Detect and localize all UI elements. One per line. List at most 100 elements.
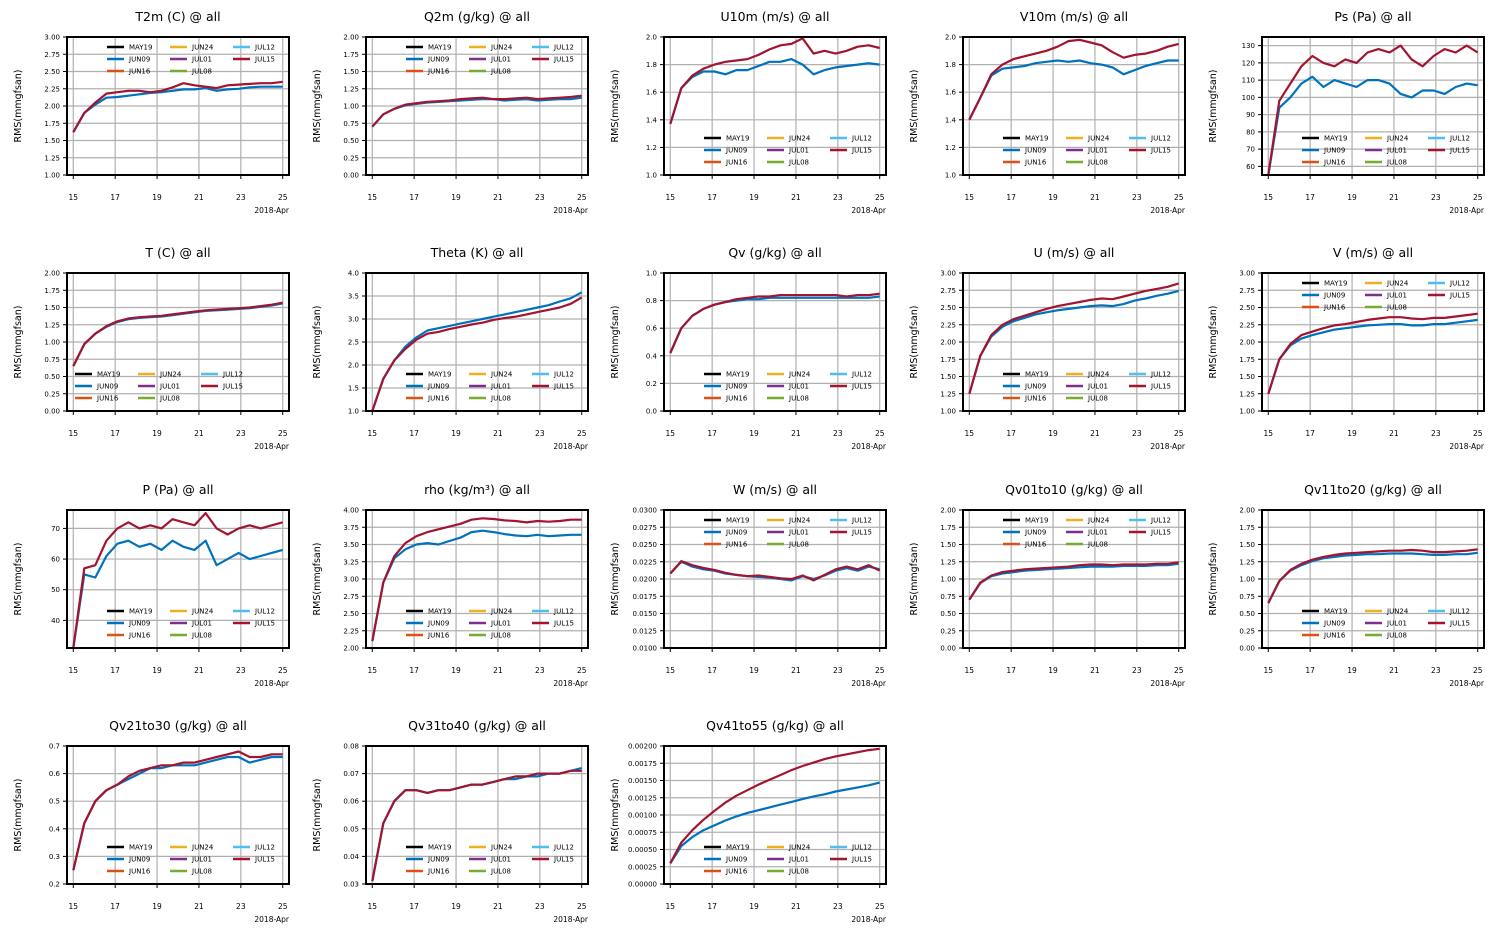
x-tick-label: 25 (1473, 193, 1483, 202)
series-line-jul15 (968, 282, 1180, 395)
series-line-jul15 (968, 561, 1179, 601)
legend-label: MAY19 (428, 371, 451, 379)
y-tick-label: 50 (51, 586, 60, 594)
x-tick-label: 25 (577, 666, 587, 675)
legend-label: MAY19 (428, 608, 451, 616)
subplot: rho (kg/m³) @ all 15 17 19 21 23 25 2.00 2.25 2.5… (312, 482, 589, 688)
legend-label: JUL15 (1449, 292, 1470, 300)
legend-label: JUL12 (1449, 280, 1470, 288)
legend: MAY19 JUN09 JUN16 JUN24 JUL01 JUL08 JUL12 JUL15 (107, 844, 275, 876)
y-axis-label: RMS(mmgfsan) (312, 779, 323, 852)
x-date-label: 2018-Apr (254, 206, 290, 215)
plot-frame (365, 509, 589, 649)
y-tick-label: 1.0 (945, 172, 956, 180)
y-tick-label: 0.50 (940, 610, 956, 618)
x-tick-label: 19 (749, 429, 759, 438)
y-axis-label: RMS(mmgfsan) (13, 306, 24, 379)
y-tick-label: 2.50 (1239, 304, 1255, 312)
plot-frame (66, 745, 290, 885)
y-tick-label: 3.00 (1239, 270, 1255, 278)
legend-label: JUL15 (851, 383, 872, 391)
legend-label: MAY19 (1324, 280, 1347, 288)
subplot-title: V (m/s) @ all (1333, 245, 1413, 260)
x-date-label: 2018-Apr (1150, 206, 1186, 215)
y-tick-label: 2.75 (44, 51, 60, 59)
x-tick-label: 25 (278, 902, 288, 911)
x-tick-label: 25 (875, 429, 885, 438)
y-tick-label: 0.0225 (633, 558, 658, 566)
legend-label: JUL15 (851, 529, 872, 537)
legend-label: JUL15 (1449, 620, 1470, 628)
y-tick-label: 2.25 (44, 85, 60, 93)
y-tick-label: 2.75 (1239, 287, 1255, 295)
subplot: Qv01to10 (g/kg) @ all 15 17 19 21 23 25 0.00 0.2… (909, 482, 1186, 688)
subplot-title: U10m (m/s) @ all (721, 9, 830, 24)
legend-label: MAY19 (428, 844, 451, 852)
y-tick-label: 0.00050 (628, 846, 657, 854)
y-tick-label: 1.2 (945, 144, 956, 152)
y-tick-label: 0.00000 (628, 881, 657, 889)
y-axis-label: RMS(mmgfsan) (13, 543, 24, 616)
series-line-jul15 (669, 747, 880, 864)
plot-frame (663, 36, 887, 176)
x-tick-label: 21 (493, 666, 503, 675)
y-tick-label: 0.3 (49, 853, 60, 861)
x-tick-label: 21 (1389, 193, 1399, 202)
legend-label: JUL01 (191, 620, 212, 628)
legend-label: JUN24 (1087, 135, 1110, 143)
legend: MAY19 JUN09 JUN16 JUN24 JUL01 JUL08 JUL12 JUL15 (406, 608, 574, 640)
subplot-title: W (m/s) @ all (733, 482, 817, 497)
y-axis-label: RMS(mmgfsan) (1208, 70, 1219, 143)
subplot-title: T2m (C) @ all (134, 9, 220, 24)
legend-label: JUN09 (725, 856, 747, 864)
y-tick-label: 1.4 (646, 116, 658, 124)
y-tick-label: 1.75 (940, 524, 956, 532)
legend-label: JUN09 (96, 383, 118, 391)
x-tick-label: 15 (368, 193, 378, 202)
legend-label: MAY19 (1324, 608, 1347, 616)
y-tick-label: 0.8 (646, 297, 657, 305)
plot-frame (365, 272, 589, 412)
subplot: Q2m (g/kg) @ all 15 17 19 21 23 25 0.00 0.25 0.50… (312, 9, 589, 215)
legend-label: JUN09 (128, 620, 150, 628)
y-tick-label: 1.00 (1239, 576, 1255, 584)
x-date-label: 2018-Apr (553, 442, 589, 451)
y-tick-label: 1.00 (44, 172, 60, 180)
x-tick-label: 23 (236, 429, 246, 438)
x-tick-label: 17 (110, 429, 120, 438)
legend-label: JUL08 (191, 868, 212, 876)
x-tick-label: 21 (1090, 666, 1100, 675)
subplot: U10m (m/s) @ all 15 17 19 21 23 25 1.0 1.2 1.4 1.6… (610, 9, 887, 215)
subplot-title: Qv41to55 (g/kg) @ all (706, 718, 844, 733)
legend-label: MAY19 (97, 371, 120, 379)
series-line-jul15 (72, 750, 283, 871)
y-axis-label: RMS(mmgfsan) (1208, 543, 1219, 616)
legend-label: MAY19 (1025, 135, 1048, 143)
legend-label: JUL08 (788, 159, 809, 167)
y-tick-label: 1.50 (44, 304, 60, 312)
legend-label: JUN09 (128, 56, 150, 64)
legend-label: JUN16 (1323, 304, 1346, 312)
y-tick-label: 3.75 (343, 524, 359, 532)
y-axis-label: RMS(mmgfsan) (610, 306, 621, 379)
series-line-jun09 (371, 529, 582, 642)
x-tick-label: 19 (451, 429, 461, 438)
y-tick-label: 1.8 (945, 61, 956, 69)
x-tick-label: 17 (110, 193, 120, 202)
y-axis-label: RMS(mmgfsan) (909, 543, 920, 616)
series-line-jul15 (72, 511, 283, 649)
y-tick-label: 2.75 (343, 593, 359, 601)
subplot: U (m/s) @ all 15 17 19 21 23 25 1.00 1.25 1.50 1.7… (909, 245, 1186, 451)
legend-label: JUL01 (788, 383, 809, 391)
x-tick-label: 15 (368, 666, 378, 675)
y-tick-label: 1.50 (940, 373, 956, 381)
series-line-jun09 (968, 562, 1179, 601)
legend: MAY19 JUN09 JUN16 JUN24 JUL01 JUL08 JUL12 JUL15 (75, 371, 243, 403)
legend-label: JUL08 (159, 395, 180, 403)
y-tick-label: 0.0175 (633, 593, 658, 601)
legend: MAY19 JUN09 JUN16 JUN24 JUL01 JUL08 JUL12 JUL15 (406, 371, 574, 403)
legend-label: JUL15 (1150, 147, 1171, 155)
x-date-label: 2018-Apr (851, 915, 887, 924)
legend-label: JUL08 (1386, 304, 1407, 312)
